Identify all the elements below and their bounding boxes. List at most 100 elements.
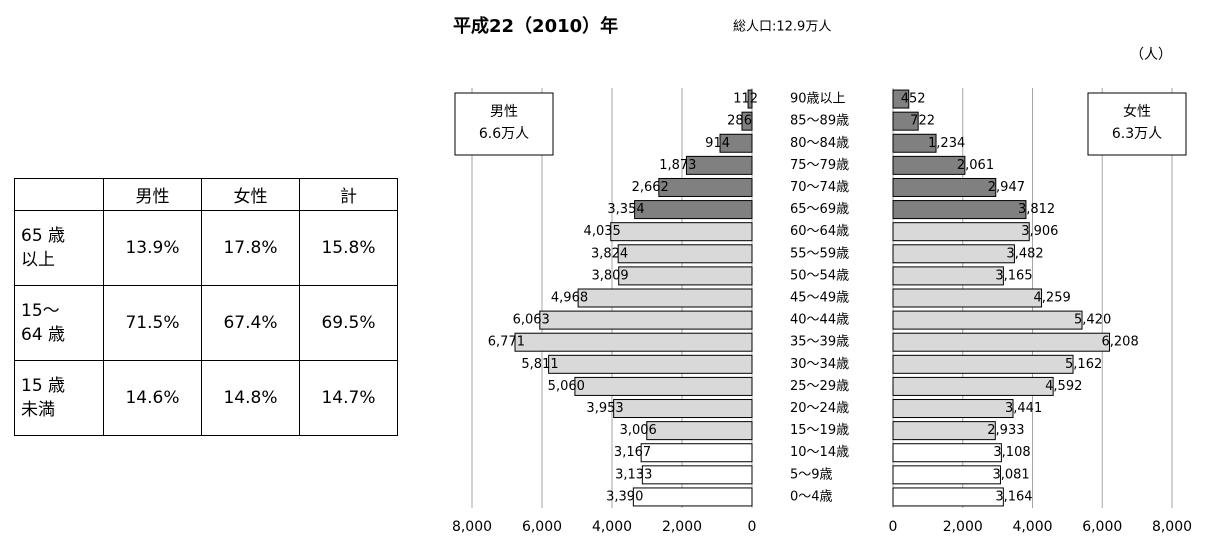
bar [892, 354, 1074, 374]
value-label: 1,873 [659, 158, 696, 173]
bar [617, 244, 753, 264]
row-label-line: 65 歳 [21, 226, 66, 246]
ratio-table: 男性 女性計 65 歳以上 13.9% 17.8% 15.8% 15～ 64 歳 71.5% 67… [14, 178, 398, 436]
series-name: 男性 [490, 104, 518, 120]
value-label: 914 [705, 136, 730, 151]
chart-title: 平成22（2010）年 [453, 15, 618, 37]
bar [658, 177, 753, 197]
value-label: 4,592 [1045, 379, 1082, 394]
row-label-line: 未満 [21, 400, 55, 420]
bar [892, 310, 1083, 330]
value-label: 3,824 [591, 246, 628, 261]
x-tick-label: 0 [889, 519, 898, 535]
row-label-line: 以上 [21, 250, 55, 270]
bar [514, 332, 753, 352]
x-tick-label: 2,000 [943, 519, 983, 535]
cell: 71.5% [103, 285, 202, 361]
category-label: 30～34歳 [790, 357, 849, 372]
cell: 67.4% [201, 285, 300, 361]
value-label: 3,108 [993, 445, 1030, 460]
value-label: 3,164 [995, 489, 1032, 504]
cell: 17.8% [201, 210, 300, 286]
bar [610, 222, 753, 242]
value-label: 3,953 [586, 401, 623, 416]
category-label: 65～69歳 [790, 202, 849, 217]
value-label: 112 [733, 92, 758, 107]
value-label: 2,933 [987, 423, 1024, 438]
cell: 14.7% [299, 360, 398, 436]
value-label: 3,812 [1018, 202, 1055, 217]
bar [618, 266, 753, 286]
value-label: 3,482 [1006, 246, 1043, 261]
bar [641, 465, 753, 485]
x-tick-label: 8,000 [452, 519, 492, 535]
value-label: 2,061 [957, 158, 994, 173]
series-total: 6.6万人 [479, 126, 529, 142]
cell: 69.5% [299, 285, 398, 361]
category-label: 75～79歳 [790, 158, 849, 173]
row-label: 15 歳未満 [14, 360, 104, 436]
bar [892, 155, 966, 175]
table-row: 15～ 64 歳 71.5% 67.4% 69.5% [14, 285, 398, 361]
bar [892, 177, 997, 197]
value-label: 2,947 [988, 180, 1025, 195]
value-label: 2,662 [632, 180, 669, 195]
value-label: 286 [727, 114, 752, 129]
bar [892, 421, 996, 441]
bar [892, 244, 1015, 264]
bar [892, 111, 919, 131]
table-row: 15 歳未満 14.6% 14.8% 14.7% [14, 360, 398, 436]
value-label: 3,441 [1005, 401, 1042, 416]
bar [539, 310, 753, 330]
x-tick-label: 0 [748, 519, 757, 535]
category-label: 25～29歳 [790, 379, 849, 394]
chart-subtitle: 総人口:12.9万人 [733, 20, 831, 35]
bar [892, 332, 1111, 352]
value-label: 3,006 [620, 423, 657, 438]
value-label: 6,208 [1102, 335, 1139, 350]
value-label: 1,234 [928, 136, 965, 151]
bar [892, 133, 937, 153]
category-label: 15～19歳 [790, 423, 849, 438]
value-label: 452 [901, 92, 926, 107]
unit-label: （人） [1130, 47, 1172, 63]
category-label: 60～64歳 [790, 224, 849, 239]
value-label: 3,133 [615, 467, 652, 482]
category-label: 0～4歳 [790, 489, 833, 504]
bar [719, 133, 753, 153]
bar [892, 465, 1001, 485]
value-label: 5,060 [548, 379, 585, 394]
series-box [1087, 92, 1187, 156]
row-label-line: 15～ [21, 301, 60, 321]
cell: 15.8% [299, 210, 398, 286]
series-box [454, 92, 554, 156]
bar [892, 443, 1002, 463]
bar [548, 354, 753, 374]
bar [892, 288, 1043, 308]
series-total: 6.3万人 [1112, 126, 1162, 142]
value-label: 3,165 [995, 268, 1032, 283]
bar [613, 399, 753, 419]
value-label: 4,035 [584, 224, 621, 239]
category-label: 40～44歳 [790, 313, 849, 328]
x-tick-label: 4,000 [592, 519, 632, 535]
bar [574, 376, 753, 396]
category-label: 70～74歳 [790, 180, 849, 195]
column-header: 計 [299, 178, 398, 211]
bar [892, 89, 910, 109]
value-label: 3,081 [992, 467, 1029, 482]
bar [646, 421, 753, 441]
bar [640, 443, 753, 463]
value-label: 4,259 [1034, 291, 1071, 306]
value-label: 3,809 [591, 268, 628, 283]
value-label: 5,811 [521, 357, 558, 372]
bar [685, 155, 753, 175]
value-label: 3,390 [606, 489, 643, 504]
bar [632, 487, 753, 507]
category-label: 45～49歳 [790, 291, 849, 306]
bar [892, 376, 1054, 396]
bar [892, 266, 1004, 286]
x-tick-label: 4,000 [1012, 519, 1052, 535]
